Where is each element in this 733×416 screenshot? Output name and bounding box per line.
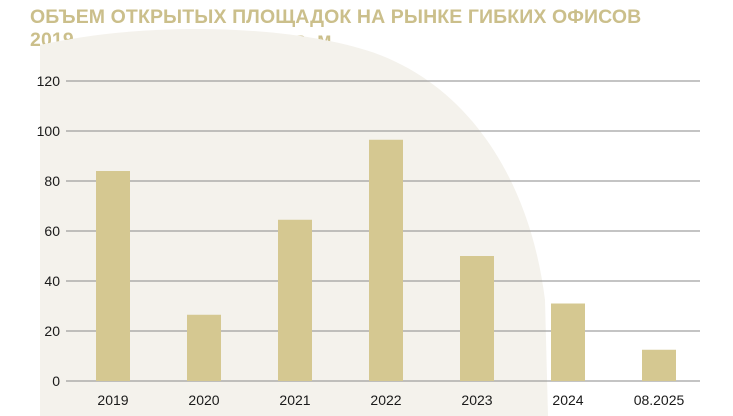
x-category-label-2023: 2023 — [461, 392, 492, 408]
bar-2024 — [551, 303, 585, 381]
bar-2019 — [96, 171, 130, 381]
y-tick-label-80: 80 — [44, 173, 60, 189]
x-category-label-2019: 2019 — [97, 392, 128, 408]
y-tick-label-100: 100 — [37, 123, 61, 139]
y-tick-label-40: 40 — [44, 273, 60, 289]
y-tick-label-120: 120 — [37, 73, 61, 89]
bar-2022 — [369, 139, 403, 381]
bar-2020 — [187, 314, 221, 381]
x-category-label-2024: 2024 — [552, 392, 583, 408]
y-axis-tick-labels: 0 20 40 60 80 100 120 — [37, 73, 61, 389]
bars — [96, 139, 676, 381]
y-tick-label-60: 60 — [44, 223, 60, 239]
x-category-label-08.2025: 08.2025 — [634, 392, 685, 408]
bar-08.2025 — [642, 349, 676, 381]
x-category-label-2022: 2022 — [370, 392, 401, 408]
bar-2021 — [278, 219, 312, 381]
x-category-label-2020: 2020 — [188, 392, 219, 408]
chart-title-line-1: ОБЪЕМ ОТКРЫТЫХ ПЛОЩАДОК НА РЫНКЕ ГИБКИХ … — [30, 6, 642, 28]
bar-2023 — [460, 256, 494, 381]
y-tick-label-0: 0 — [52, 373, 60, 389]
x-category-label-2021: 2021 — [279, 392, 310, 408]
y-tick-label-20: 20 — [44, 323, 60, 339]
x-axis-category-labels: 2019 2020 2021 2022 2023 2024 08.2025 — [97, 392, 684, 408]
